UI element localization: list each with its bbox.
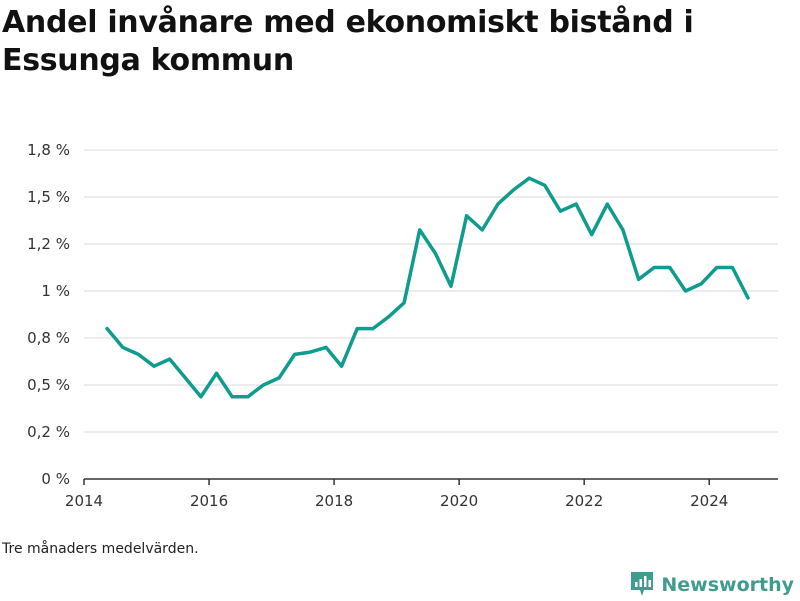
- data-point: [527, 176, 531, 180]
- x-axis: [83, 478, 778, 485]
- x-tick-label: 2022: [565, 492, 603, 510]
- data-point: [746, 296, 750, 300]
- data-point: [136, 352, 140, 356]
- y-tick-label: 1,5 %: [27, 188, 70, 206]
- data-point: [652, 266, 656, 269]
- data-point: [433, 251, 437, 255]
- data-point: [355, 327, 359, 331]
- data-point: [621, 228, 625, 232]
- data-point: [418, 228, 422, 232]
- data-point: [558, 209, 562, 213]
- grid-lines: [84, 149, 778, 433]
- data-point: [574, 202, 578, 206]
- data-point: [730, 266, 734, 269]
- data-point: [215, 371, 218, 375]
- data-point: [199, 395, 203, 399]
- data-point: [308, 350, 312, 354]
- data-point: [261, 383, 265, 387]
- x-axis-labels: 2014 2016 2018 2020 2022 2024: [65, 492, 728, 510]
- data-point: [480, 228, 484, 232]
- data-point: [402, 301, 406, 305]
- data-point: [340, 364, 344, 368]
- data-point: [512, 188, 515, 192]
- x-tick-label: 2016: [190, 492, 228, 510]
- data-point: [293, 352, 297, 356]
- data-point: [230, 395, 234, 399]
- y-tick-label: 1 %: [41, 282, 70, 300]
- data-point: [152, 364, 156, 368]
- series-line: [105, 176, 750, 399]
- data-point: [121, 345, 125, 349]
- data-point: [699, 282, 703, 286]
- data-point: [715, 266, 719, 269]
- data-point: [590, 233, 594, 237]
- y-tick-label: 0 %: [41, 470, 70, 488]
- data-point: [105, 327, 109, 331]
- footnote: Tre månaders medelvärden.: [2, 541, 199, 557]
- y-tick-label: 1,2 %: [27, 235, 70, 253]
- data-point: [371, 327, 375, 331]
- data-point: [637, 277, 641, 281]
- x-tick-label: 2018: [315, 492, 353, 510]
- data-point: [324, 345, 328, 349]
- y-axis-labels: 0 % 0,2 % 0,5 % 0,8 % 1 % 1,2 % 1,5 % 1,8 %: [27, 141, 70, 488]
- data-point: [465, 214, 469, 218]
- x-tick-label: 2020: [440, 492, 478, 510]
- y-tick-label: 1,8 %: [27, 141, 70, 159]
- x-tick-label: 2024: [690, 492, 728, 510]
- data-point: [387, 315, 390, 319]
- brand-name: Newsworthy: [661, 574, 794, 596]
- data-point: [543, 183, 547, 187]
- data-point: [684, 289, 687, 293]
- data-point: [168, 357, 172, 361]
- y-tick-label: 0,5 %: [27, 376, 70, 394]
- data-point: [277, 376, 281, 380]
- x-tick-label: 2014: [65, 492, 103, 510]
- data-point: [668, 266, 672, 269]
- chart-title: Andel invånare med ekonomiskt bistånd i …: [2, 5, 694, 78]
- data-point: [496, 202, 500, 206]
- series-layer: [105, 176, 750, 399]
- y-tick-label: 0,2 %: [27, 423, 70, 441]
- newsworthy-logo-icon: [629, 569, 655, 601]
- brand-logo[interactable]: Newsworthy: [629, 569, 794, 601]
- data-point: [449, 284, 453, 288]
- y-tick-label: 0,8 %: [27, 329, 70, 347]
- data-point: [183, 376, 187, 380]
- data-point: [605, 202, 609, 206]
- data-point: [246, 395, 250, 399]
